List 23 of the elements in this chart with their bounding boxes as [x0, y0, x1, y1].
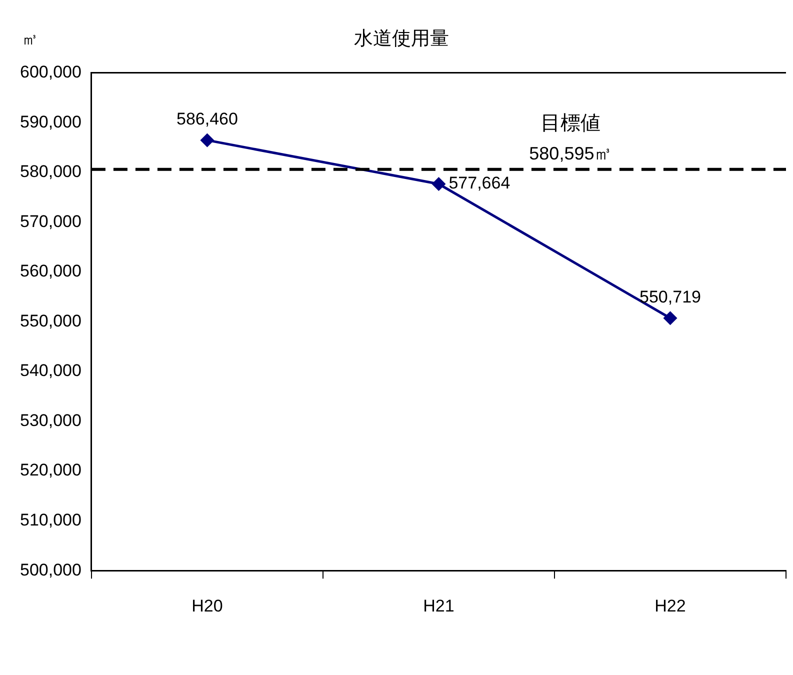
point — [432, 176, 446, 191]
y-tick-label: 540,000 — [20, 361, 82, 380]
y-axis-title: ㎥ — [22, 31, 38, 48]
x-tick-label: H21 — [423, 596, 454, 616]
data-label: 586,460 — [176, 109, 238, 128]
ref-line-label: 目標値 580,595㎥ — [529, 112, 612, 164]
point — [663, 311, 678, 326]
x-tick-label: H22 — [654, 596, 686, 616]
data-label: 550,719 — [640, 287, 701, 306]
y-tick-label: 530,000 — [20, 410, 82, 430]
y-tick-label: 510,000 — [20, 510, 82, 530]
x-tick-label: H20 — [192, 596, 223, 616]
chart-title: 水道使用量 — [354, 28, 449, 50]
data-label: 577,664 — [448, 174, 510, 193]
y-tick-label: 560,000 — [20, 262, 82, 281]
y-tick-label: 550,000 — [20, 311, 82, 330]
y-tick-label: 520,000 — [20, 460, 82, 480]
y-tick-label: 600,000 — [20, 62, 82, 82]
point — [200, 133, 214, 148]
y-tick-label: 500,000 — [20, 560, 82, 580]
y-tick-label: 580,000 — [20, 162, 82, 182]
y-tick-label: 590,000 — [20, 112, 82, 132]
y-tick-label: 570,000 — [20, 212, 82, 231]
